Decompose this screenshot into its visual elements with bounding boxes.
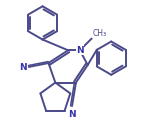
Text: CH₃: CH₃ [93,29,107,38]
Text: N: N [68,110,76,119]
Text: N: N [76,46,84,55]
Text: N: N [19,63,27,72]
